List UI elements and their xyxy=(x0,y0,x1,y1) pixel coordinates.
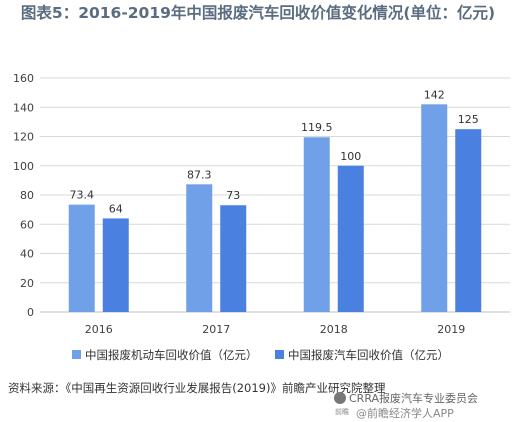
data-label: 142 xyxy=(424,88,445,101)
x-axis: 2016 2017 2018 2019 xyxy=(85,323,466,336)
y-tick-label: 60 xyxy=(20,218,34,231)
wechat-watermark-text: CRRA报废汽车专业委员会 xyxy=(349,392,479,405)
y-tick-label: 160 xyxy=(13,72,34,85)
bar-vehicle-value xyxy=(186,184,213,312)
y-tick-label: 100 xyxy=(13,160,34,173)
site-watermark: @前瞻经济学人APP xyxy=(356,407,454,420)
legend-label: 中国报废汽车回收价值（亿元） xyxy=(288,348,449,362)
y-tick-label: 80 xyxy=(20,189,34,202)
data-label: 119.5 xyxy=(301,121,333,134)
bar-car-value xyxy=(220,205,247,312)
y-tick-label: 120 xyxy=(13,131,34,144)
bars xyxy=(68,104,482,312)
data-label: 87.3 xyxy=(187,168,212,181)
watermark-logo: 前瞻 xyxy=(335,408,349,416)
bar-vehicle-value xyxy=(303,137,330,312)
bar-car-value xyxy=(337,165,364,312)
legend-label: 中国报废机动车回收价值（亿元） xyxy=(85,348,258,362)
data-label: 73.4 xyxy=(70,189,95,202)
data-label: 125 xyxy=(458,113,479,126)
legend-swatch xyxy=(275,350,284,359)
y-tick-label: 140 xyxy=(13,101,34,114)
data-label: 73 xyxy=(226,189,240,202)
bar-car-value xyxy=(102,218,129,312)
data-label: 64 xyxy=(109,202,123,215)
bar-car-value xyxy=(455,129,482,312)
y-tick-label: 0 xyxy=(27,306,34,319)
x-tick-label: 2016 xyxy=(85,323,113,336)
bar-vehicle-value xyxy=(68,204,95,312)
x-tick-label: 2017 xyxy=(202,323,230,336)
legend: 中国报废机动车回收价值（亿元） 中国报废汽车回收价值（亿元） xyxy=(72,348,449,362)
source-note: 资料来源：《中国再生资源回收行业发展报告(2019)》前瞻产业研究院整理 xyxy=(8,381,386,395)
chart-title: 图表5：2016-2019年中国报废汽车回收价值变化情况(单位：亿元) xyxy=(20,4,496,22)
x-tick-label: 2019 xyxy=(437,323,465,336)
legend-swatch xyxy=(72,350,81,359)
x-tick-label: 2018 xyxy=(320,323,348,336)
data-label: 100 xyxy=(340,150,361,163)
y-tick-label: 20 xyxy=(20,277,34,290)
y-tick-label: 40 xyxy=(20,248,34,261)
wechat-watermark: CRRA报废汽车专业委员会 xyxy=(334,390,478,406)
data-labels: 73.4 87.3 119.5 142 64 73 100 125 xyxy=(70,88,479,215)
wechat-icon xyxy=(334,392,346,404)
bar-vehicle-value xyxy=(421,104,448,312)
bar-chart: 0 20 40 60 80 100 120 140 160 73.4 87.3 119.5 142 64… xyxy=(13,72,510,362)
y-axis: 0 20 40 60 80 100 120 140 160 xyxy=(13,72,34,319)
